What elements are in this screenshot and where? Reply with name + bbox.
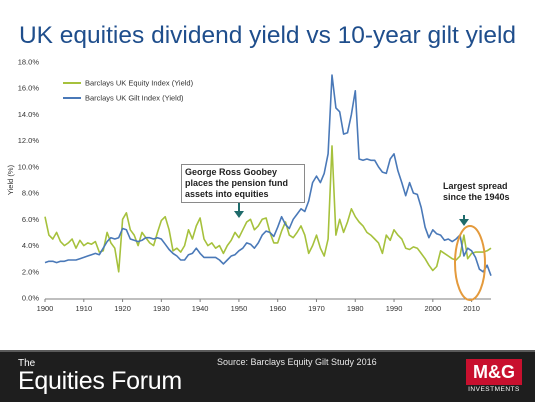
x-tick-label: 1990: [386, 304, 403, 313]
y-tick-label: 12.0%: [18, 136, 40, 145]
y-tick-label: 0.0%: [22, 294, 39, 303]
brand-prefix: The: [18, 358, 36, 369]
y-tick-label: 8.0%: [22, 189, 39, 198]
x-tick-label: 1980: [347, 304, 364, 313]
legend-label: Barclays UK Equity Index (Yield): [85, 79, 194, 88]
x-tick-label: 1900: [37, 304, 54, 313]
x-tick-label: 1910: [75, 304, 92, 313]
y-tick-label: 18.0%: [18, 58, 40, 67]
callout1-arrow-head: [234, 211, 244, 218]
legend-label: Barclays UK Gilt Index (Yield): [85, 94, 184, 103]
y-tick-label: 6.0%: [22, 215, 39, 224]
mg-logo-subtitle: INVESTMENTS: [468, 386, 520, 393]
footer-bar: [0, 350, 535, 402]
y-tick-label: 10.0%: [18, 162, 40, 171]
source-note: Source: Barclays Equity Gilt Study 2016: [217, 357, 377, 367]
y-axis-tick-labels: 0.0% 2.0% 4.0% 6.0% 8.0% 10.0% 12.0% 14.0% 16.0%…: [18, 58, 40, 303]
x-tick-label: 2010: [463, 304, 480, 313]
equity-yield-line: [44, 145, 492, 273]
chart-legend: Barclays UK Equity Index (Yield) Barclays…: [63, 79, 194, 103]
y-tick-label: 16.0%: [18, 84, 40, 93]
callout2-arrow-head: [459, 219, 469, 226]
series-lines: [44, 74, 492, 276]
x-tick-label: 1940: [192, 304, 209, 313]
x-axis-tick-labels: 1900 1910 1920 1930 1940 1950 1960 1970 1980 1990…: [37, 304, 480, 313]
x-tick-label: 1970: [308, 304, 325, 313]
x-tick-label: 1920: [114, 304, 131, 313]
spread-highlight-ellipse: [454, 225, 486, 301]
y-tick-label: 4.0%: [22, 241, 39, 250]
y-tick-label: 14.0%: [18, 110, 40, 119]
x-tick-label: 1960: [269, 304, 286, 313]
mg-logo: M&G: [466, 359, 522, 385]
x-axis-ticks: [44, 299, 473, 302]
x-tick-label: 1930: [153, 304, 170, 313]
chart-title: UK equities dividend yield vs 10-year gi…: [18, 22, 517, 49]
x-tick-label: 1950: [231, 304, 248, 313]
y-tick-label: 2.0%: [22, 267, 39, 276]
gilt-yield-line: [44, 74, 492, 276]
callout-largest-spread: Largest spread since the 1940s: [443, 181, 510, 202]
x-tick-label: 2000: [424, 304, 441, 313]
brand-name: Equities Forum: [18, 367, 182, 395]
footer-divider: [0, 350, 535, 352]
y-axis-title: Yield (%): [6, 164, 15, 195]
callout-pension-fund: George Ross Goobey places the pension fu…: [181, 164, 305, 203]
yield-chart: 0.0% 2.0% 4.0% 6.0% 8.0% 10.0% 12.0% 14.0% 16.0%…: [6, 58, 492, 313]
